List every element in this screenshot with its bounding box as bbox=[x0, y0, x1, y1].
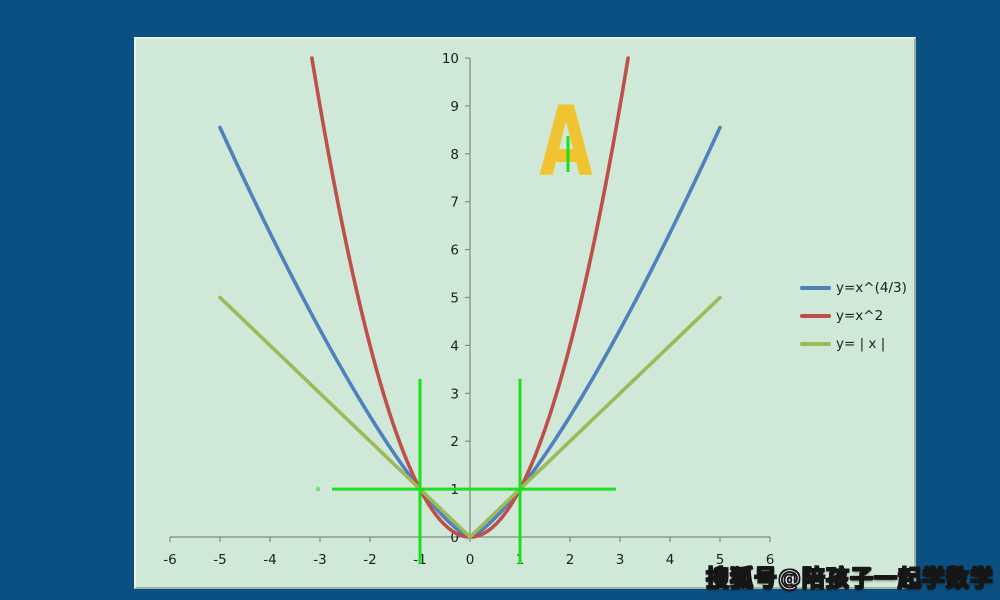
annotation-dot bbox=[315, 486, 321, 492]
y-tick-label: 9 bbox=[450, 99, 459, 115]
y-tick-label: 5 bbox=[450, 291, 459, 307]
chart-panel: A -6-5-4-3-2-10123456012345678910 y=x^(4… bbox=[134, 37, 916, 589]
annotations bbox=[315, 136, 616, 565]
watermark-text: 搜狐号@陪孩子一起学数学 bbox=[705, 565, 994, 592]
y-tick-label: 8 bbox=[450, 147, 459, 163]
y-tick-label: 10 bbox=[442, 51, 459, 67]
legend-label: y=x^(4/3) bbox=[836, 280, 907, 296]
axes bbox=[169, 57, 771, 542]
y-tick-label: 2 bbox=[450, 434, 459, 450]
x-tick-label: -5 bbox=[213, 552, 226, 568]
x-tick-label: 0 bbox=[466, 552, 475, 568]
x-tick-label: 6 bbox=[766, 552, 775, 568]
legend-item: y=x^(4/3) bbox=[800, 276, 920, 300]
legend-swatch-blue bbox=[800, 286, 831, 290]
x-tick-label: 3 bbox=[616, 552, 625, 568]
x-tick-label: -4 bbox=[263, 552, 276, 568]
plot-area: -6-5-4-3-2-10123456012345678910 bbox=[163, 51, 774, 568]
y-tick-label: 6 bbox=[450, 243, 459, 259]
x-tick-label: 2 bbox=[566, 552, 575, 568]
y-tick-label: 3 bbox=[450, 386, 459, 402]
chart-legend: y=x^(4/3) y=x^2 y= | x | bbox=[800, 276, 920, 360]
legend-item: y= | x | bbox=[800, 332, 920, 356]
legend-swatch-olive bbox=[800, 342, 831, 346]
y-tick-label: 0 bbox=[450, 530, 459, 546]
y-tick-label: 7 bbox=[450, 195, 459, 211]
y-tick-label: 4 bbox=[450, 338, 459, 354]
x-tick-label: -3 bbox=[313, 552, 326, 568]
x-tick-label: 5 bbox=[716, 552, 725, 568]
annotation-letter-a: A bbox=[539, 86, 593, 198]
tick-labels: -6-5-4-3-2-10123456012345678910 bbox=[163, 51, 774, 568]
legend-label: y=x^2 bbox=[836, 308, 884, 324]
x-tick-label: -2 bbox=[363, 552, 376, 568]
x-tick-label: 4 bbox=[666, 552, 675, 568]
x-tick-label: -6 bbox=[163, 552, 176, 568]
curve-series-2 bbox=[218, 295, 722, 539]
legend-item: y=x^2 bbox=[800, 304, 920, 328]
legend-label: y= | x | bbox=[836, 336, 886, 352]
legend-swatch-red bbox=[800, 314, 831, 318]
